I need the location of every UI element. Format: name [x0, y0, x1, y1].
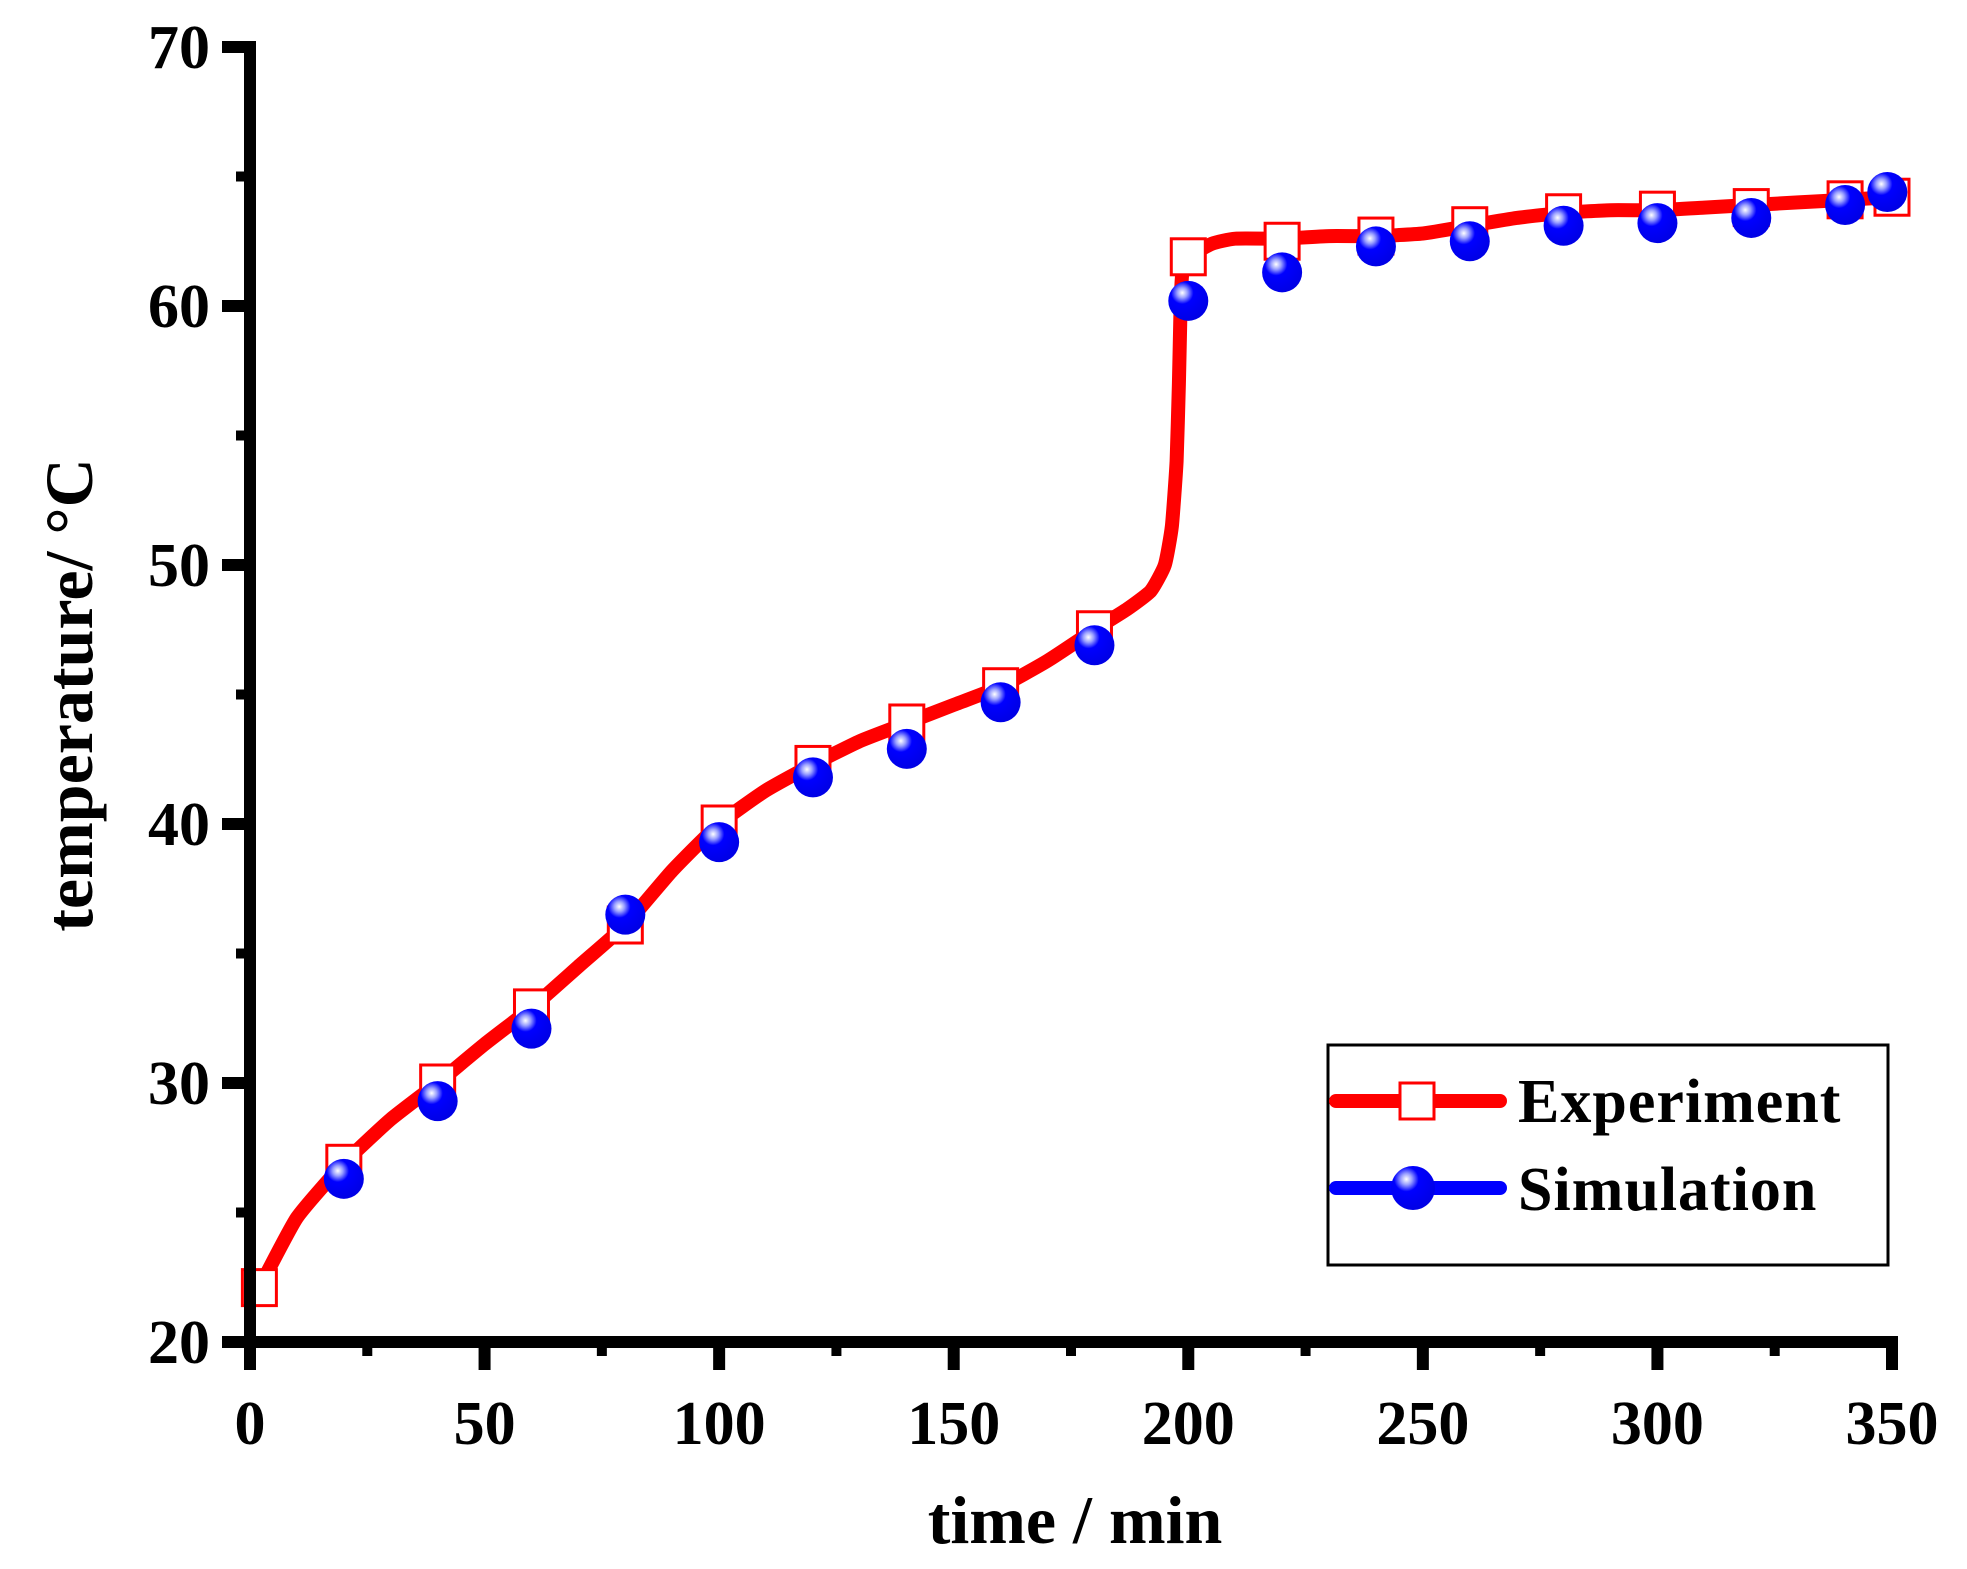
simulation-point	[699, 822, 740, 863]
legend: Experiment Simulation	[1326, 1043, 1890, 1267]
simulation-point	[1262, 252, 1303, 293]
x-tick-label: 200	[1142, 1390, 1235, 1458]
axes: 20 30 40 50 60 70 0 50 100 150 200 250 300 350	[148, 14, 1939, 1458]
y-tick-label: 50	[148, 532, 210, 600]
x-tick-label: 0	[235, 1390, 266, 1458]
simulation-point	[605, 894, 646, 935]
simulation-point	[1825, 184, 1866, 225]
x-tick-label: 50	[454, 1390, 516, 1458]
simulation-point	[511, 1008, 552, 1049]
simulation-point	[1637, 203, 1678, 244]
simulation-point	[1355, 226, 1396, 267]
simulation-point	[323, 1158, 364, 1199]
y-tick-label: 30	[148, 1050, 210, 1118]
simulation-point	[1731, 197, 1772, 238]
simulation-point	[1168, 280, 1209, 321]
x-ticks: 0 50 100 150 200 250 300 350	[235, 1342, 1939, 1458]
x-tick-label: 150	[907, 1390, 1000, 1458]
x-axis-title: time / min	[928, 1482, 1223, 1558]
y-tick-label: 60	[148, 273, 210, 341]
simulation-point	[417, 1081, 458, 1122]
legend-item-experiment: Experiment	[1329, 1068, 1841, 1136]
experiment-point	[1169, 237, 1207, 277]
experiment-line	[252, 190, 1899, 1295]
y-tick-label: 40	[148, 791, 210, 859]
y-tick-label: 70	[148, 14, 210, 82]
plot-area	[240, 172, 1911, 1308]
legend-label-simulation: Simulation	[1518, 1156, 1817, 1224]
x-tick-label: 350	[1846, 1390, 1939, 1458]
simulation-point	[980, 682, 1021, 723]
simulation-point	[792, 757, 833, 798]
legend-item-simulation: Simulation	[1329, 1156, 1817, 1224]
y-tick-label: 20	[148, 1309, 210, 1377]
x-tick-label: 300	[1611, 1390, 1704, 1458]
simulation-point	[1867, 172, 1908, 213]
simulation-point	[1543, 205, 1584, 246]
simulation-point	[886, 728, 927, 769]
simulation-point	[1074, 625, 1115, 666]
x-tick-label: 250	[1376, 1390, 1469, 1458]
legend-label-experiment: Experiment	[1518, 1068, 1841, 1136]
y-ticks: 20 30 40 50 60 70	[148, 14, 250, 1377]
simulation-point	[1449, 221, 1490, 262]
x-tick-label: 100	[673, 1390, 766, 1458]
legend-marker-simulation	[1391, 1166, 1435, 1210]
y-axis-title: temperature/ °C	[31, 458, 107, 931]
legend-marker-experiment	[1398, 1081, 1436, 1121]
